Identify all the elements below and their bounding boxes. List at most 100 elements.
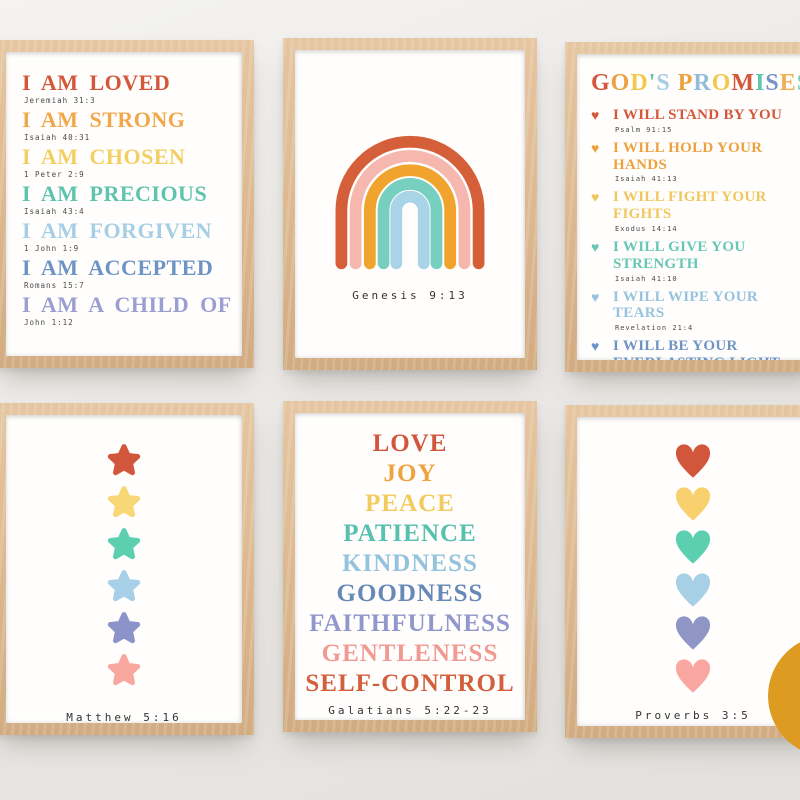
title-letter: M [731,70,756,96]
heart-icon [675,659,711,693]
affirmation-text: I AM STRONG [22,107,186,132]
title-letter: ' [648,70,657,96]
hearts-caption: Proverbs 3:5 [635,709,751,722]
promise-text: I WILL BE YOUR EVERLASTING LIGHT [613,338,780,360]
rainbow-arc [390,190,430,270]
fruit-word: JOY [383,460,437,487]
star-icon [107,654,141,686]
heart-icon [675,616,711,650]
affirmation-list: I AM LOVED Jeremiah 31:3 I AM STRONG Isa… [6,52,242,328]
scripture-reference: Isaiah 40:31 [24,133,91,142]
heart-bullet-icon: ♥ [591,189,600,206]
affirmation-text: I AM FORGIVEN [22,218,213,243]
heart-bullet-icon: ♥ [591,338,600,355]
affirmation-item: I AM STRONG Isaiah 40:31 [22,107,242,143]
promise-text: I WILL STAND BY YOU [613,107,783,123]
title-letter: S [797,70,800,96]
promise-text: I WILL WIPE YOUR TEARS [613,288,758,322]
promise-item: ♥ I WILL BE YOUR EVERLASTING LIGHT Isaia… [591,338,800,360]
star-icon [107,528,141,560]
promise-item: ♥ I WILL HOLD YOUR HANDS Isaiah 41:13 [591,140,800,184]
rainbow-arc [377,178,443,270]
promise-item: ♥ I WILL GIVE YOU STRENGTH Isaiah 41:10 [591,239,800,283]
heart-icon [675,530,711,564]
scripture-reference: Isaiah 41:13 [615,175,678,184]
scripture-reference: 1 John 1:9 [24,244,80,253]
scripture-reference: Psalm 91:15 [615,125,673,134]
fruit-words: LOVE JOY PEACE PATIENCE KINDNESS GOODNESS FAIT… [295,429,525,699]
promises-title: GOD'S PROMISES [591,70,800,97]
scripture-reference: 1 Peter 2:9 [24,170,85,179]
title-letter: O [711,70,732,96]
fruit-word: KINDNESS [342,550,478,577]
promises-content: GOD'S PROMISES ♥ I WILL STAND BY YOU Psa… [577,54,800,360]
title-letter: D [630,70,649,96]
affirmations-poster: I AM LOVED Jeremiah 31:3 I AM STRONG Isa… [6,52,242,356]
affirmation-item: I AM ACCEPTED Romans 15:7 [22,255,242,291]
hearts-poster: Proverbs 3:5 [577,417,800,726]
fruit-word: SELF-CONTROL [305,670,515,697]
affirmation-item: I AM LOVED Jeremiah 31:3 [22,70,242,106]
rainbow-caption: Genesis 9:13 [352,289,468,302]
title-letter: S [765,70,780,96]
title-letter [671,70,678,96]
affirmation-item: I AM FORGIVEN 1 John 1:9 [22,218,242,254]
rainbow-illustration-holder [312,126,508,281]
fruits-poster: LOVE JOY PEACE PATIENCE KINDNESS GOODNESS FAIT… [295,413,525,720]
title-letter: I [755,70,766,96]
title-letter: O [610,70,631,96]
promises-poster: GOD'S PROMISES ♥ I WILL STAND BY YOU Psa… [577,54,800,360]
promise-body: I WILL HOLD YOUR HANDS Isaiah 41:13 [613,140,800,184]
affirmation-text: I AM LOVED [22,70,171,95]
promise-item: ♥ I WILL STAND BY YOU Psalm 91:15 [591,107,800,134]
star-holder [106,443,142,689]
heart-bullet-icon: ♥ [591,288,600,305]
fruit-word: FAITHFULNESS [309,610,511,637]
promises-poster-frame: GOD'S PROMISES ♥ I WILL STAND BY YOU Psa… [565,42,800,372]
heart-icon [675,573,711,607]
hearts-poster-frame: Proverbs 3:5 [565,405,800,738]
fruits-caption: Galatians 5:22-23 [328,704,492,717]
stars-caption: Matthew 5:16 [66,711,182,723]
fruit-word: GOODNESS [336,580,484,607]
scripture-reference: Jeremiah 31:3 [24,96,96,105]
fruit-list: LOVE JOY PEACE PATIENCE KINDNESS GOODNESS FAIT… [295,413,525,717]
stars-poster-frame: Matthew 5:16 [0,403,254,735]
affirmation-text: I AM ACCEPTED [22,255,214,280]
promise-body: I WILL GIVE YOU STRENGTH Isaiah 41:10 [613,239,800,283]
heart-column: Proverbs 3:5 [577,417,800,722]
rainbow-icon [335,135,485,270]
rainbow-arc [335,135,485,270]
title-letter: R [693,70,712,96]
affirmation-item: I AM CHOSEN 1 Peter 2:9 [22,144,242,180]
scripture-reference: Isaiah 43:4 [24,207,85,216]
fruit-word: PATIENCE [343,520,477,547]
scripture-reference: Isaiah 41:10 [615,274,678,283]
star-icon [107,486,141,518]
promise-body: I WILL STAND BY YOU Psalm 91:15 [613,107,782,134]
affirmation-text: I AM CHOSEN [22,144,186,169]
promise-text: I WILL FIGHT YOUR FIGHTS [613,189,767,223]
promise-item: ♥ I WILL WIPE YOUR TEARS Revelation 21:4 [591,289,800,333]
affirmation-item: I AM PRECIOUS Isaiah 43:4 [22,181,242,217]
title-letter: E [779,70,797,96]
star-icon [107,570,141,602]
affirmation-text: I AM PRECIOUS [22,181,208,206]
promise-body: I WILL WIPE YOUR TEARS Revelation 21:4 [613,289,800,333]
heart-bullet-icon: ♥ [591,139,600,156]
rainbow-arc [363,164,457,270]
star-icon [107,444,141,476]
rainbow-wrap: Genesis 9:13 [295,50,525,302]
heart-holder [672,441,714,696]
heart-bullet-icon: ♥ [591,238,600,255]
affirmation-text: I AM A CHILD OF GOD [22,292,242,317]
scripture-reference: Exodus 14:14 [615,224,678,233]
promise-text: I WILL GIVE YOU STRENGTH [613,238,746,272]
promises-list: ♥ I WILL STAND BY YOU Psalm 91:15 ♥ I WI… [591,107,800,360]
promise-body: I WILL BE YOUR EVERLASTING LIGHT Isaiah … [613,338,800,360]
promise-body: I WILL FIGHT YOUR FIGHTS Exodus 14:14 [613,189,800,233]
scripture-reference: Romans 15:7 [24,281,85,290]
promise-text: I WILL HOLD YOUR HANDS [613,139,763,173]
fruit-word: PEACE [365,490,455,517]
